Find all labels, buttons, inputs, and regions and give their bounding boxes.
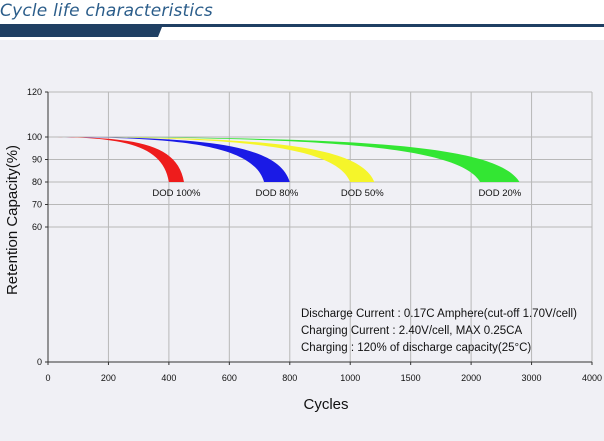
chart-series — [48, 137, 520, 182]
note-discharge-current: Discharge Current : 0.17C Amphere(cut-of… — [301, 308, 577, 320]
y-tick-label: 60 — [32, 222, 42, 232]
chart-panel: 0 200 400 600 800 1000 1500 2000 3000 4000 0 60 70 80… — [0, 40, 604, 441]
x-tick-label: 2000 — [461, 373, 481, 383]
x-axis-title: Cycles — [303, 396, 348, 413]
y-tick-label: 70 — [32, 200, 42, 210]
x-tick-label: 800 — [282, 373, 297, 383]
chart-labels: 0 200 400 600 800 1000 1500 2000 3000 4000 0 60 70 80… — [27, 87, 602, 383]
series-band-dod-50 — [48, 137, 375, 182]
x-tick-label: 400 — [161, 373, 176, 383]
series-label-dod-20: DOD 20% — [478, 188, 521, 199]
x-tick-label: 3000 — [522, 373, 542, 383]
note-charging-capacity: Charging : 120% of discharge capacity(25… — [301, 342, 531, 354]
y-tick-label: 120 — [27, 87, 42, 97]
x-tick-label: 1000 — [340, 373, 360, 383]
note-charging-current: Charging Current : 2.40V/cell, MAX 0.25C… — [301, 325, 522, 337]
chart-grid — [48, 91, 593, 362]
x-tick-label: 200 — [101, 373, 116, 383]
y-axis-title: Retention Capacity(%) — [4, 145, 21, 295]
cycle-life-chart: 0 200 400 600 800 1000 1500 2000 3000 4000 0 60 70 80… — [4, 87, 602, 413]
chart-axes — [45, 91, 593, 365]
x-tick-label: 4000 — [582, 373, 602, 383]
series-label-dod-100: DOD 100% — [152, 188, 201, 199]
y-tick-label: 0 — [37, 357, 42, 367]
series-band-dod-80 — [48, 137, 290, 182]
y-tick-label: 100 — [27, 132, 42, 142]
x-tick-label: 600 — [222, 373, 237, 383]
series-band-dod-100 — [48, 137, 184, 182]
header-divider-bar — [0, 24, 604, 37]
section-heading: Cycle life characteristics — [0, 1, 213, 21]
x-tick-label: 0 — [45, 373, 50, 383]
series-label-dod-80: DOD 80% — [256, 188, 299, 199]
series-band-dod-20 — [48, 137, 520, 182]
series-label-dod-50: DOD 50% — [341, 188, 384, 199]
y-tick-label: 80 — [32, 177, 42, 187]
y-tick-label: 90 — [32, 155, 42, 165]
x-tick-label: 1500 — [401, 373, 421, 383]
